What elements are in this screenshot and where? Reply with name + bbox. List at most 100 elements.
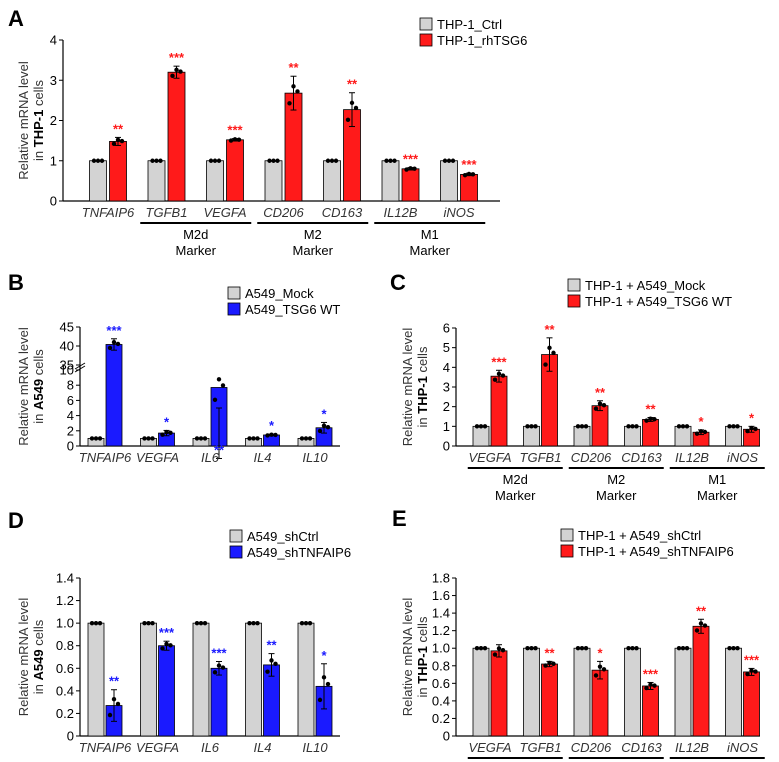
legend-label: THP-1 + A549_Mock <box>585 278 706 293</box>
data-point <box>164 429 169 435</box>
y-axis-label-part: in <box>415 414 430 428</box>
data-point <box>749 668 754 673</box>
data-point <box>216 377 222 382</box>
data-point <box>745 671 750 677</box>
y-tick-label: 0 <box>67 729 74 744</box>
y-tick-label: 0.6 <box>56 661 74 676</box>
data-point <box>575 424 581 429</box>
bar <box>264 160 283 202</box>
y-tick-label: 0 <box>50 194 57 209</box>
data-point <box>529 646 534 651</box>
y-tick-label: 40 <box>60 339 74 354</box>
bar <box>105 344 123 447</box>
x-tick-label: VEGFA <box>468 740 511 755</box>
x-tick-label: TGFB1 <box>520 450 562 465</box>
bar <box>206 160 224 202</box>
data-point <box>676 424 682 429</box>
significance-marker: * <box>321 406 327 421</box>
data-point <box>287 101 292 106</box>
data-point <box>251 620 256 626</box>
significance-marker: ** <box>696 603 707 618</box>
data-point <box>111 340 117 345</box>
data-point <box>680 424 686 429</box>
data-point <box>634 646 639 651</box>
bar <box>573 425 591 447</box>
x-tick-label: CD206 <box>571 450 612 465</box>
significance-marker: * <box>321 648 327 663</box>
bar <box>523 647 540 737</box>
data-point <box>601 667 607 672</box>
data-point <box>333 158 339 163</box>
x-tick-label: VEGFA <box>203 205 246 220</box>
bar <box>674 647 692 737</box>
data-point <box>216 663 222 668</box>
axis-break <box>74 362 86 370</box>
data-point <box>150 158 155 163</box>
data-point <box>216 158 222 163</box>
x-tick-label: VEGFA <box>136 450 179 465</box>
x-tick-label: TNFAIP6 <box>82 205 135 220</box>
data-point <box>198 436 204 441</box>
significance-marker: * <box>597 645 603 660</box>
data-point <box>142 436 147 441</box>
data-point <box>107 345 113 351</box>
data-point <box>93 436 99 441</box>
bar <box>490 650 508 737</box>
significance-marker: *** <box>744 652 760 667</box>
data-point <box>727 424 732 429</box>
data-point <box>299 436 305 441</box>
legend-swatch <box>419 33 433 47</box>
data-point <box>265 669 270 674</box>
panel-letter: B <box>8 270 24 295</box>
y-tick-label: 4 <box>67 408 74 423</box>
data-point <box>236 137 242 142</box>
y-tick-label: 0.2 <box>432 711 450 726</box>
y-axis-label-part: cells <box>31 80 46 110</box>
data-point <box>388 158 393 163</box>
legend-swatch <box>419 17 433 31</box>
y-axis-label: Relative mRNA level <box>400 328 415 447</box>
y-tick-label: 1.0 <box>56 616 74 631</box>
x-tick-label: iNOS <box>443 205 474 220</box>
data-point <box>291 84 296 89</box>
y-axis-label-part: A549 <box>31 649 46 680</box>
y-tick-label: 1.6 <box>432 588 450 603</box>
data-point <box>533 646 538 651</box>
data-point <box>273 661 278 666</box>
data-point <box>345 117 351 122</box>
significance-marker: ** <box>347 77 358 92</box>
bar <box>743 671 760 737</box>
y-tick-label: 2 <box>67 423 74 438</box>
bar <box>642 685 659 737</box>
data-point <box>232 137 238 142</box>
bar <box>573 647 591 737</box>
data-point <box>500 373 506 378</box>
data-point <box>115 701 121 707</box>
bar <box>725 425 742 447</box>
y-tick-label: 6 <box>443 321 450 336</box>
data-point <box>543 362 548 367</box>
y-tick-label: 2 <box>50 113 57 128</box>
data-point <box>698 621 704 626</box>
panel-letter: A <box>8 6 24 31</box>
x-tick-label: iNOS <box>727 740 758 755</box>
data-point <box>644 685 649 691</box>
legend-swatch <box>560 544 574 558</box>
y-tick-label: 1.0 <box>432 641 450 656</box>
data-point <box>174 67 179 72</box>
data-point <box>194 620 200 626</box>
bar <box>323 160 341 202</box>
group-label: Marker <box>176 243 217 258</box>
data-point <box>680 646 686 651</box>
data-point <box>303 436 309 441</box>
data-point <box>547 660 552 666</box>
y-tick-label: 1.8 <box>432 571 450 586</box>
data-point <box>731 646 736 651</box>
data-point <box>404 167 409 172</box>
data-point <box>158 158 163 163</box>
data-point <box>99 158 105 163</box>
data-point <box>269 432 274 437</box>
x-tick-label: IL4 <box>253 740 271 755</box>
